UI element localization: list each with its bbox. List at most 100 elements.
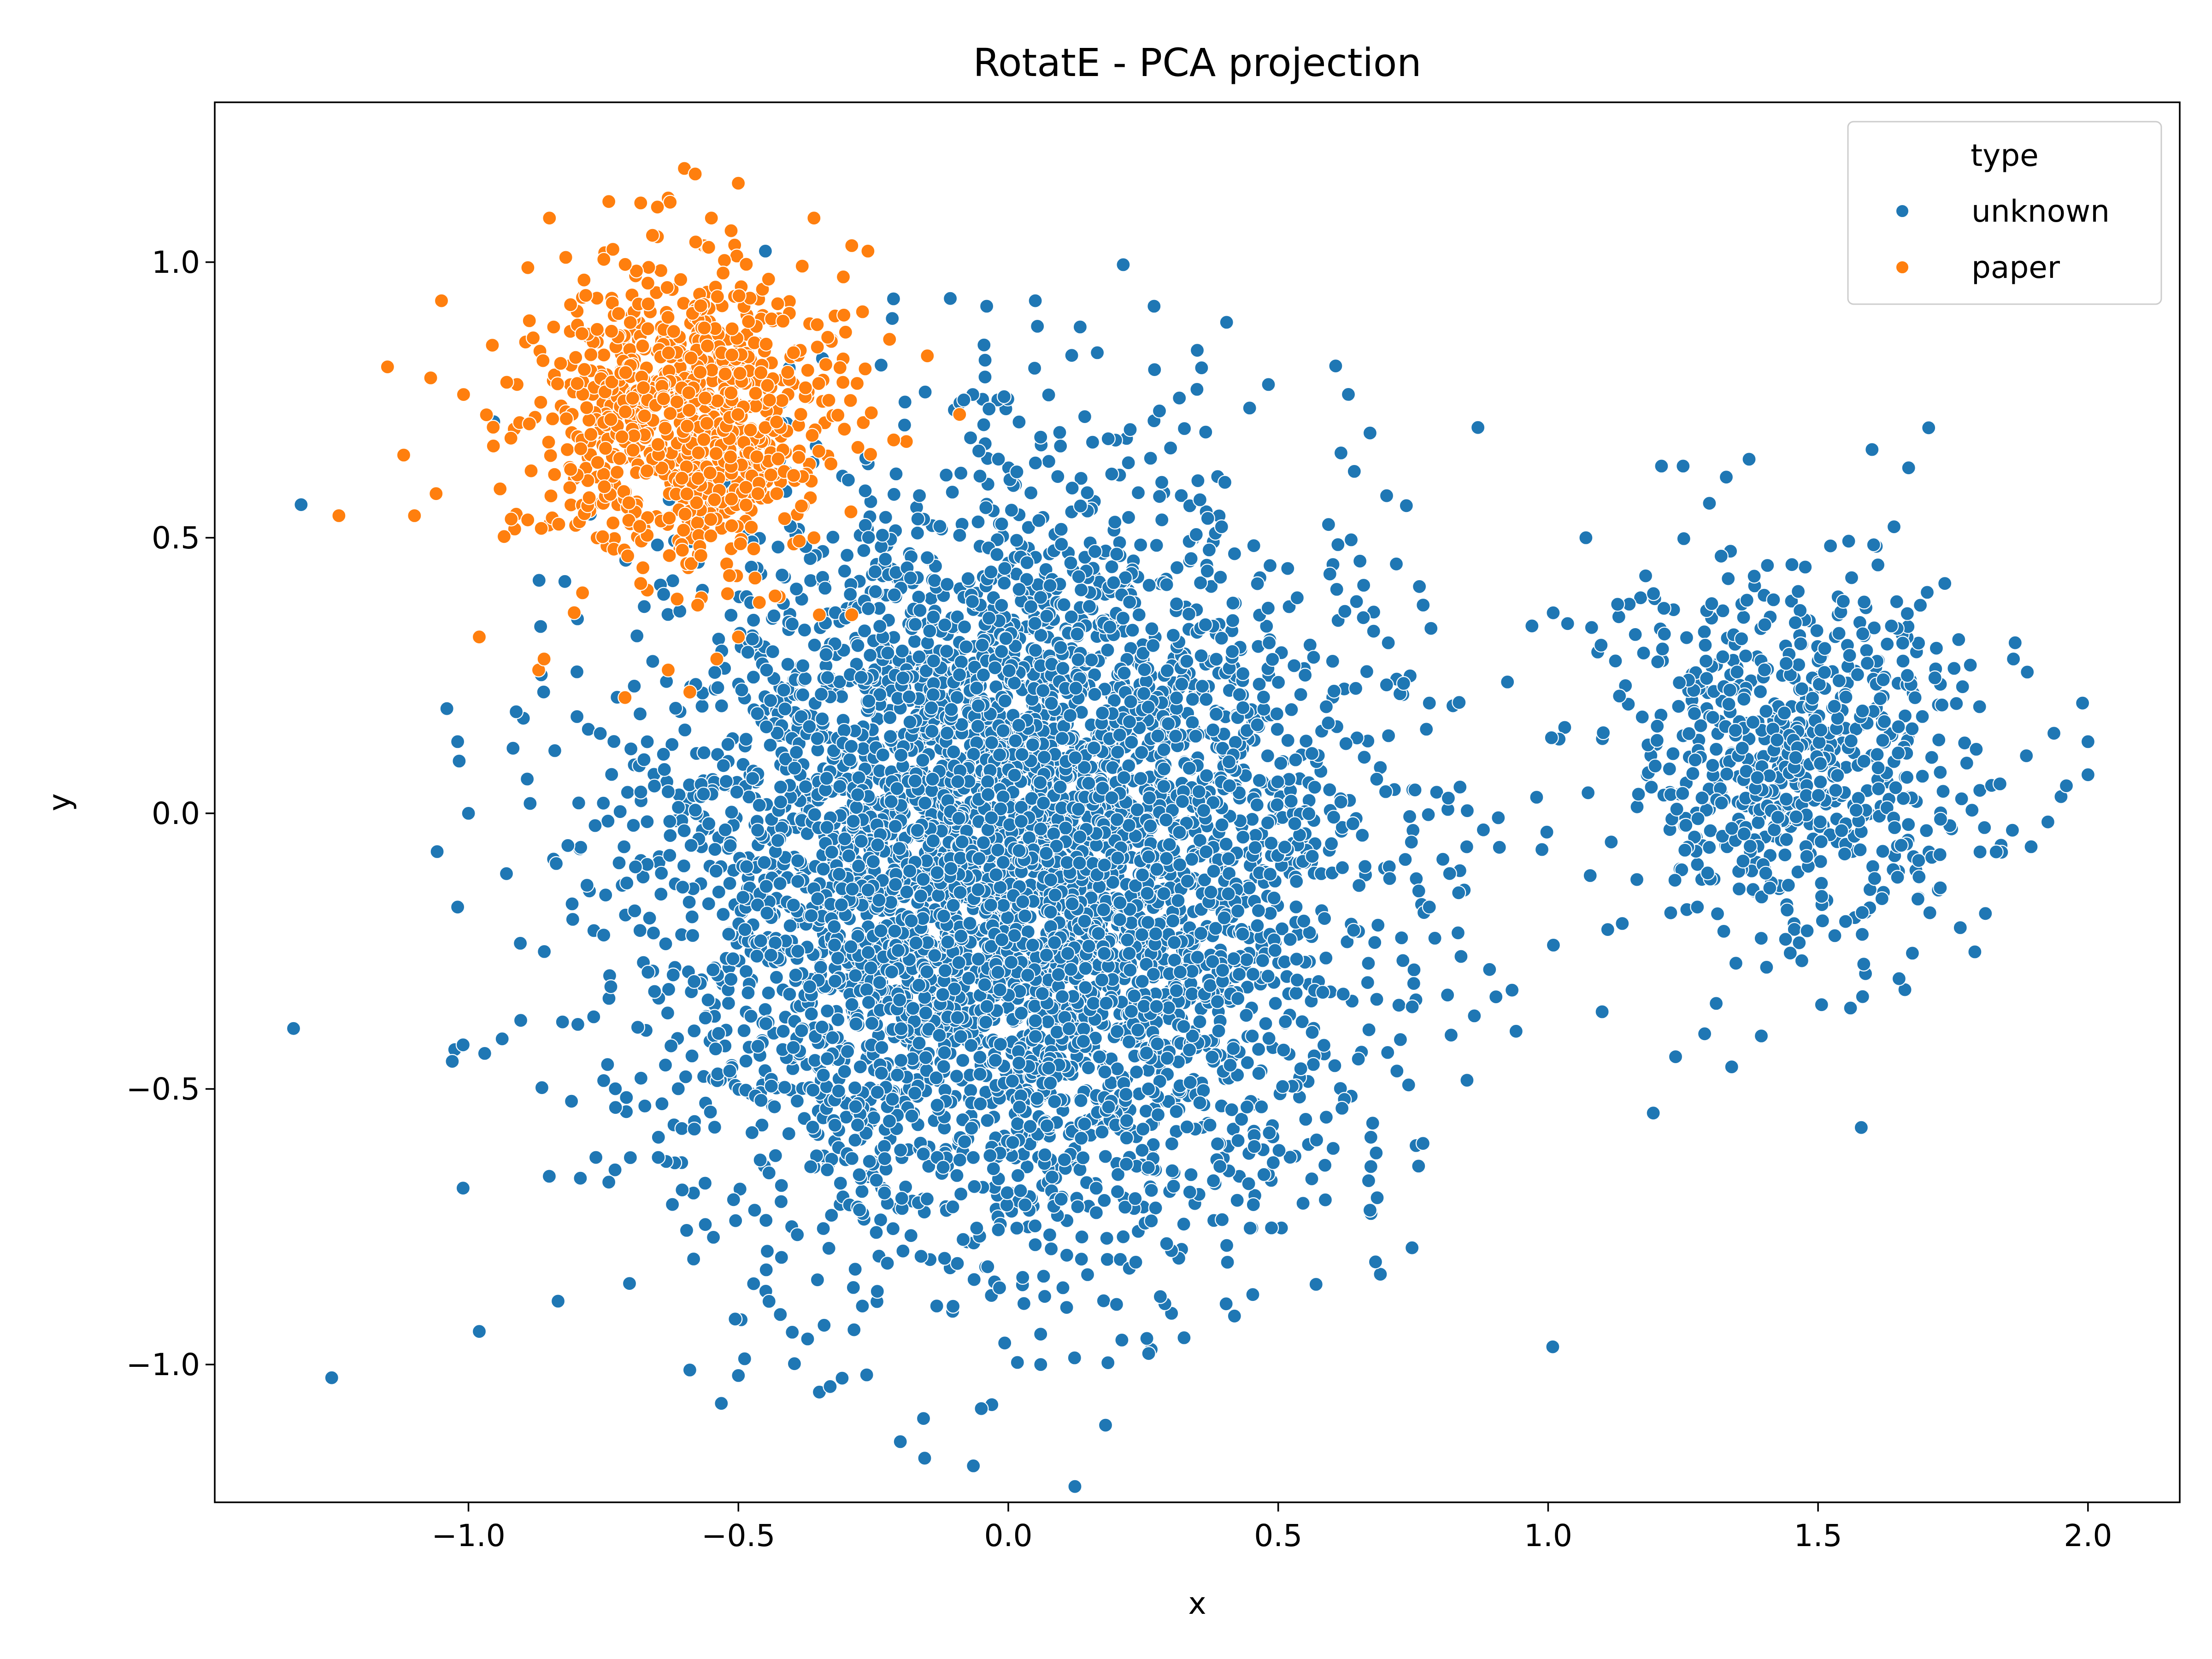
data-point-unknown — [825, 529, 841, 545]
data-point-unknown — [1141, 1081, 1156, 1096]
data-point-unknown — [640, 814, 655, 830]
data-point-unknown — [1088, 1205, 1104, 1220]
data-point-unknown — [999, 1197, 1014, 1212]
data-point-unknown — [1225, 595, 1241, 611]
data-point-unknown — [1505, 982, 1520, 998]
data-point-unknown — [1015, 894, 1030, 909]
data-point-unknown — [1529, 789, 1544, 805]
data-point-unknown — [1136, 999, 1152, 1014]
data-point-unknown — [519, 771, 535, 787]
data-point-unknown — [1261, 1031, 1277, 1046]
data-point-unknown — [1014, 1006, 1029, 1021]
data-point-unknown — [863, 960, 878, 976]
data-point-unknown — [1256, 1167, 1271, 1182]
data-point-unknown — [1315, 985, 1330, 1000]
data-point-unknown — [1133, 537, 1148, 553]
data-point-unknown — [1179, 1119, 1194, 1135]
data-point-unknown — [1053, 1192, 1069, 1207]
data-point-unknown — [1302, 637, 1318, 653]
data-point-unknown — [1123, 962, 1138, 978]
data-point-unknown — [1329, 582, 1344, 597]
data-point-unknown — [1124, 1004, 1139, 1019]
data-point-unknown — [1039, 1118, 1054, 1134]
data-point-unknown — [619, 1090, 634, 1105]
data-point-unknown — [1053, 522, 1069, 537]
data-point-unknown — [802, 979, 818, 994]
data-point-unknown — [1074, 582, 1089, 598]
data-point-unknown — [1394, 930, 1409, 946]
data-point-unknown — [573, 840, 588, 855]
data-point-unknown — [1030, 1091, 1045, 1106]
data-point-unknown — [1398, 852, 1413, 867]
data-point-unknown — [1071, 801, 1086, 817]
data-point-unknown — [1252, 677, 1267, 692]
data-point-unknown — [990, 842, 1006, 858]
data-point-unknown — [1141, 849, 1156, 865]
data-point-unknown — [1333, 794, 1348, 810]
data-point-unknown — [872, 975, 887, 990]
data-point-unknown — [557, 574, 572, 589]
data-point-unknown — [1288, 899, 1304, 915]
data-point-unknown — [1395, 953, 1411, 968]
data-point-unknown — [1064, 609, 1079, 624]
data-point-unknown — [1371, 918, 1386, 933]
data-point-unknown — [1121, 510, 1136, 525]
data-point-unknown — [763, 693, 778, 708]
data-point-unknown — [818, 581, 833, 596]
data-point-unknown — [1070, 1199, 1085, 1214]
data-point-unknown — [1326, 810, 1341, 825]
data-point-unknown — [827, 973, 843, 989]
data-point-unknown — [286, 1021, 301, 1036]
data-point-unknown — [943, 291, 958, 306]
data-point-unknown — [1289, 874, 1304, 889]
data-point-unknown — [1401, 1077, 1416, 1093]
data-point-unknown — [1282, 932, 1298, 947]
data-point-unknown — [1231, 967, 1247, 982]
data-point-unknown — [1442, 866, 1457, 881]
data-point-unknown — [1028, 1237, 1043, 1253]
data-point-unknown — [1071, 652, 1086, 667]
data-point-unknown — [825, 1030, 840, 1045]
data-point-unknown — [955, 1232, 971, 1247]
data-point-unknown — [1018, 908, 1033, 924]
data-point-unknown — [837, 564, 852, 579]
data-point-unknown — [1352, 878, 1367, 893]
data-point-unknown — [759, 1213, 774, 1228]
data-point-unknown — [1179, 653, 1194, 669]
data-point-unknown — [683, 838, 699, 853]
data-point-unknown — [861, 995, 877, 1010]
data-point-unknown — [1389, 1064, 1405, 1079]
data-point-unknown — [867, 564, 882, 579]
data-point-unknown — [994, 598, 1009, 613]
data-point-unknown — [1265, 1155, 1281, 1170]
data-point-unknown — [728, 1213, 743, 1228]
data-point-unknown — [1148, 926, 1163, 941]
data-point-unknown — [555, 1014, 570, 1030]
data-point-unknown — [746, 612, 761, 628]
data-point-unknown — [1033, 429, 1048, 445]
data-point-unknown — [1141, 577, 1157, 593]
data-point-unknown — [929, 1298, 944, 1314]
data-point-unknown — [1450, 925, 1465, 941]
data-point-unknown — [1546, 605, 1561, 620]
data-point-unknown — [1419, 722, 1434, 737]
data-point-unknown — [1226, 951, 1241, 966]
data-point-unknown — [1270, 722, 1285, 737]
data-point-unknown — [1293, 687, 1308, 702]
data-point-unknown — [1052, 425, 1067, 440]
data-point-unknown — [1037, 1147, 1053, 1162]
data-point-unknown — [1188, 729, 1203, 744]
data-point-unknown — [701, 816, 717, 831]
data-point-unknown — [966, 1272, 982, 1287]
data-point-unknown — [1010, 1168, 1025, 1183]
data-point-unknown — [645, 653, 660, 669]
data-point-unknown — [1165, 628, 1181, 643]
data-point-unknown — [1110, 744, 1125, 760]
data-point-unknown — [606, 734, 622, 749]
data-point-unknown — [1135, 867, 1150, 882]
data-point-unknown — [1025, 937, 1041, 953]
data-point-unknown — [1092, 879, 1107, 894]
data-point-unknown — [1159, 1051, 1175, 1066]
data-point-unknown — [1360, 975, 1375, 990]
data-point-unknown — [1453, 779, 1468, 795]
